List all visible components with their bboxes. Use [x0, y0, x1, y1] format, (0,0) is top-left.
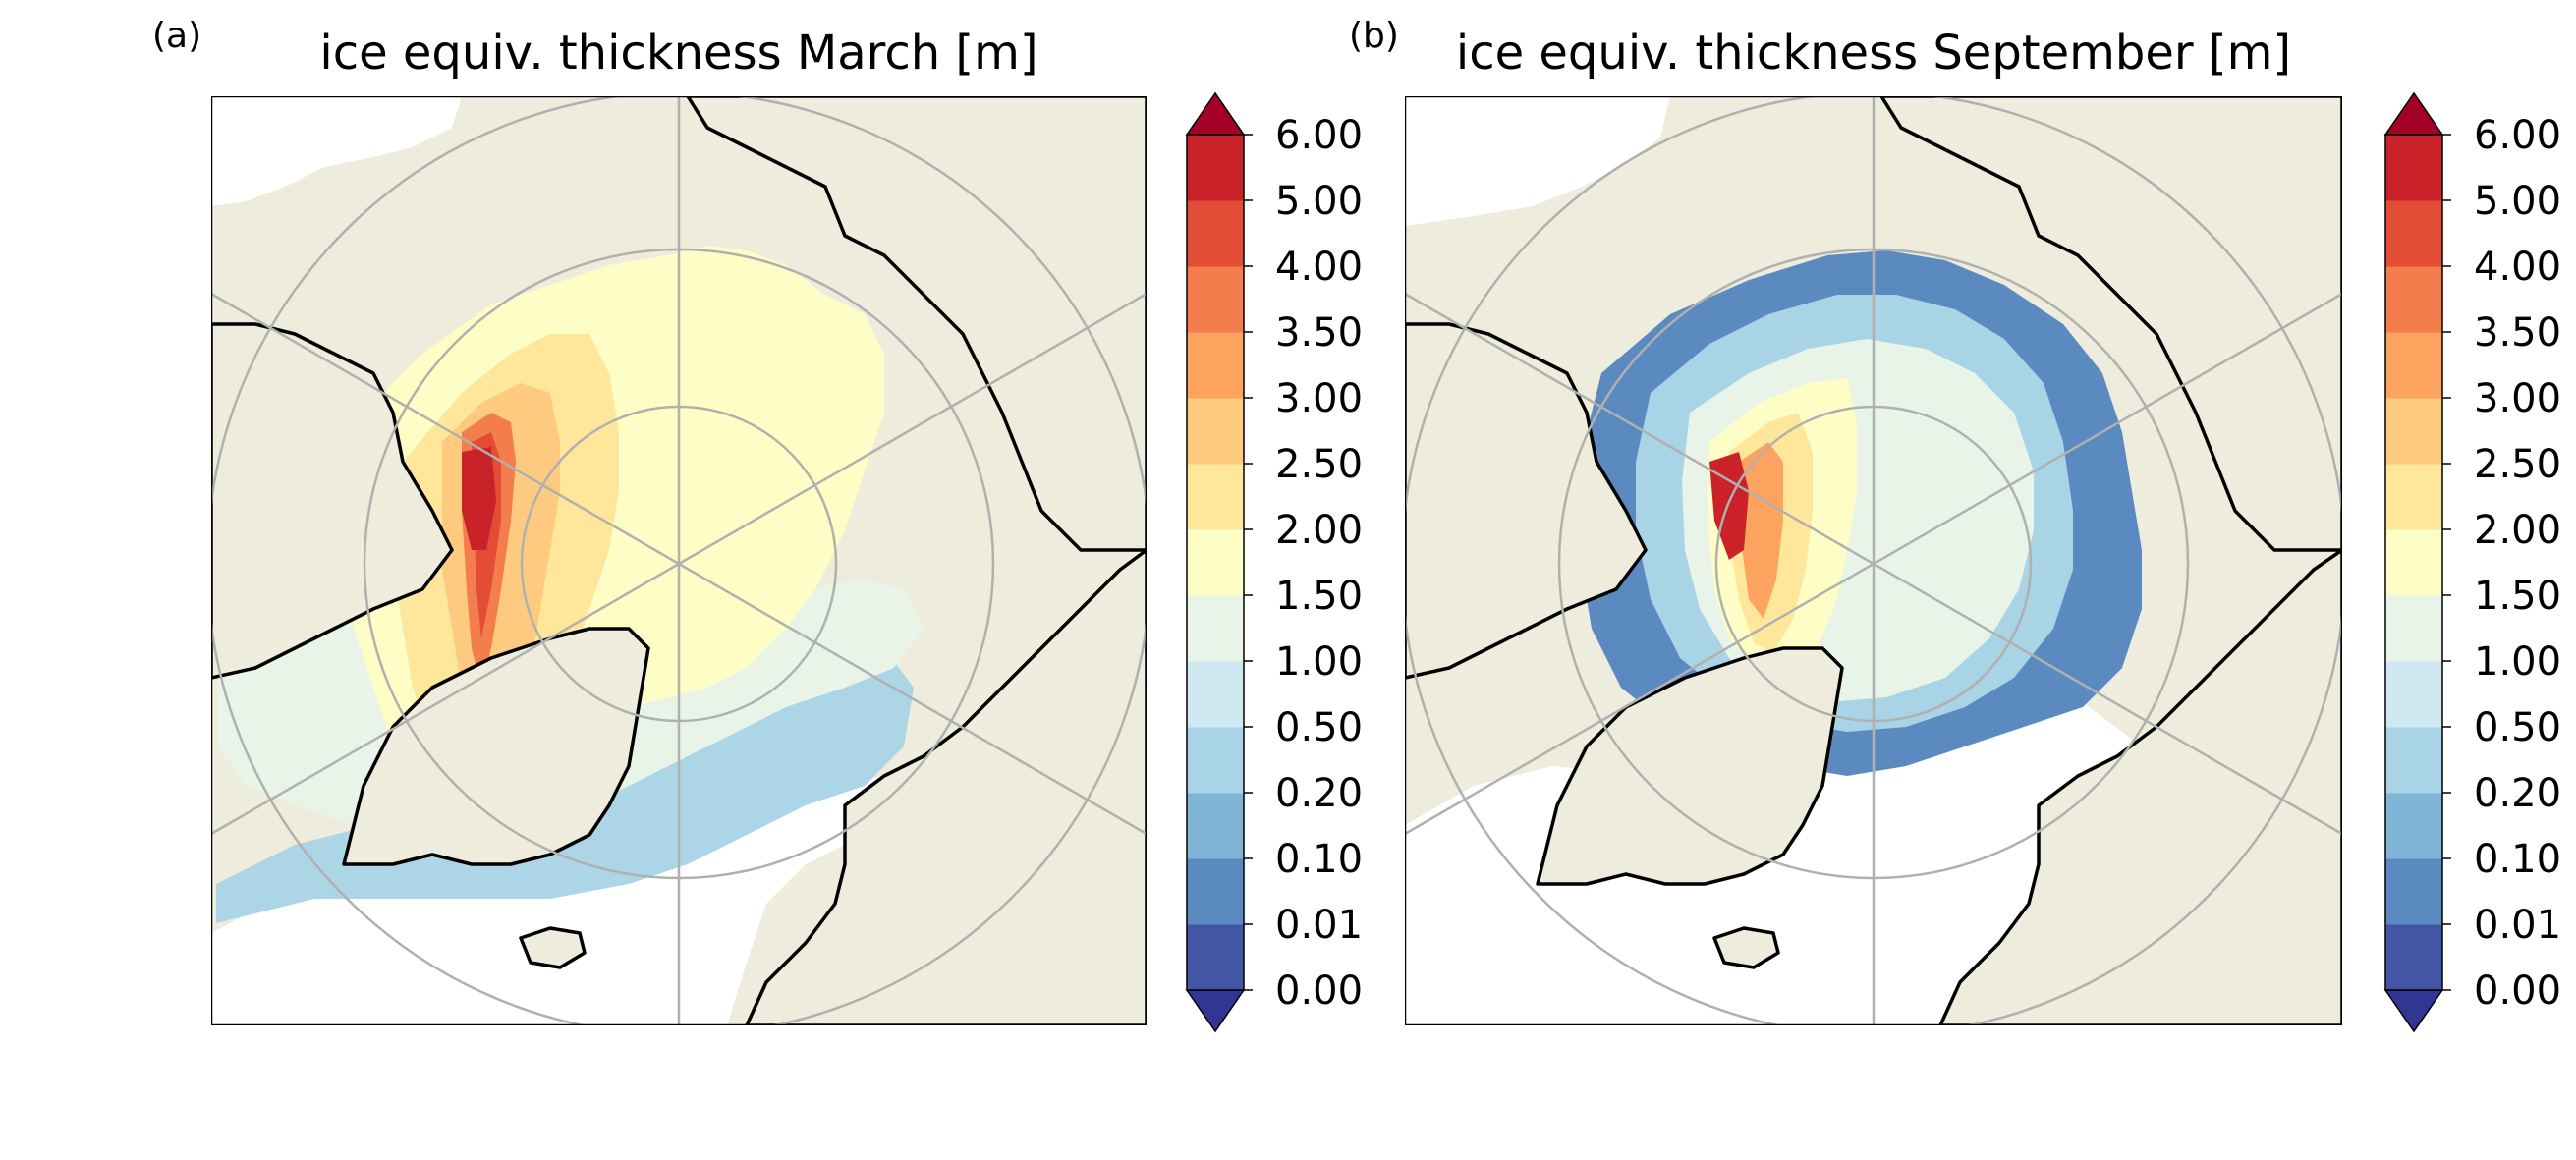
graticule — [1405, 96, 2342, 1025]
colorbar-b-tick-label: 0.50 — [2474, 705, 2561, 750]
colorbar-a-tick-label: 0.10 — [1275, 837, 1363, 882]
colorbar-b-tick-label: 0.20 — [2474, 771, 2561, 816]
colorbar-b-bin — [2385, 661, 2442, 728]
colorbar-a-bin — [1187, 332, 1244, 399]
colorbar-a-tick-label: 2.50 — [1275, 442, 1363, 487]
siberia — [686, 96, 1147, 552]
scandinavia-russia — [745, 548, 1147, 1025]
colorbar-a-bin — [1187, 727, 1244, 794]
colorbar-b-tick-label: 0.00 — [2474, 968, 2561, 1014]
panel-b-label: (b) — [1349, 16, 1399, 56]
colorbar-a-bin — [1187, 464, 1244, 530]
colorbar-b-bin — [2385, 135, 2442, 201]
colorbar-b-bin — [2385, 924, 2442, 991]
colorbar-a-bin — [1187, 793, 1244, 859]
ice-band-5.00 — [462, 447, 496, 550]
colorbar-a-outline — [1186, 134, 1245, 991]
greenland — [342, 627, 650, 866]
colorbar-a-tick-label: 0.00 — [1275, 968, 1363, 1014]
colorbar-b-bin — [2385, 200, 2442, 267]
colorbar-b-extend-over — [2383, 91, 2444, 136]
colorbar-b-tick-label: 0.01 — [2474, 903, 2561, 948]
panel-b-title: ice equiv. thickness September [m] — [1456, 26, 2291, 81]
colorbar-b-outline — [2384, 134, 2443, 991]
colorbar-a-tick-label: 0.50 — [1275, 705, 1363, 750]
panel-b-map — [1405, 96, 2342, 1025]
colorbar-b-bin — [2385, 727, 2442, 794]
colorbar-a-tick-label: 1.00 — [1275, 639, 1363, 685]
colorbar-a-bin — [1187, 595, 1244, 662]
colorbar-a-bin — [1187, 200, 1244, 267]
open-water-pacific — [1405, 96, 1670, 226]
colorbar-b-tick-label: 6.00 — [2474, 113, 2561, 158]
colorbar-a-tick-label: 3.50 — [1275, 310, 1363, 356]
iceland — [1712, 926, 1780, 969]
colorbar-b: 0.00 0.01 0.10 0.20 0.50 1.00 1.50 2.00 2.50 3.00… — [2383, 91, 2561, 1033]
colorbar-b-tick-label: 2.50 — [2474, 442, 2561, 487]
colorbar-b-bin — [2385, 595, 2442, 662]
colorbar-a-tick-label: 0.20 — [1275, 771, 1363, 816]
colorbar-b-bin — [2385, 858, 2442, 925]
colorbar-a-tick-label: 0.01 — [1275, 903, 1363, 948]
panel-a-map — [211, 96, 1147, 1025]
open-water-pacific — [211, 96, 462, 206]
colorbar-b-bin — [2385, 464, 2442, 530]
canadian-archipelago — [211, 322, 454, 680]
colorbar-a: 0.00 0.01 0.10 0.20 0.50 1.00 1.50 2.00 2.50 3.00… — [1185, 91, 1363, 1033]
colorbar-b-tick-label: 1.50 — [2474, 574, 2561, 619]
colorbar-a-tick-label: 4.00 — [1275, 245, 1363, 290]
colorbar-b-bin — [2385, 529, 2442, 596]
ice-band-3.00 — [1739, 442, 1783, 619]
iceland — [519, 926, 587, 969]
colorbar-a-tick-label: 1.50 — [1275, 574, 1363, 619]
scandinavia-russia — [1938, 548, 2342, 1025]
colorbar-b-tick-label: 5.00 — [2474, 179, 2561, 224]
landmasses — [211, 96, 1147, 1025]
colorbar-a-extend-under — [1185, 989, 1246, 1033]
colorbar-b-bin — [2385, 266, 2442, 333]
colorbar-a-bin — [1187, 924, 1244, 991]
colorbar-a-tick-label: 5.00 — [1275, 179, 1363, 224]
colorbar-b-tick-label: 2.00 — [2474, 508, 2561, 553]
colorbar-a-bin — [1187, 398, 1244, 465]
landmasses — [1405, 96, 2342, 1025]
colorbar-b-tick-label: 4.00 — [2474, 245, 2561, 290]
colorbar-a-bin — [1187, 135, 1244, 201]
panel-a-label: (a) — [152, 16, 201, 56]
graticule — [211, 96, 1147, 1025]
colorbar-b-bin — [2385, 332, 2442, 399]
colorbar-a-bin — [1187, 858, 1244, 925]
panel-a-title: ice equiv. thickness March [m] — [319, 26, 1037, 81]
colorbar-b-bin — [2385, 793, 2442, 859]
colorbar-a-tick-label: 6.00 — [1275, 113, 1363, 158]
canadian-archipelago — [1405, 322, 1648, 680]
colorbar-b-tick-label: 3.50 — [2474, 310, 2561, 356]
colorbar-a-extend-over — [1185, 91, 1246, 136]
colorbar-b-tick-label: 3.00 — [2474, 376, 2561, 421]
siberia — [1879, 96, 2342, 552]
colorbar-b-extend-under — [2383, 989, 2444, 1033]
colorbar-a-tick-label: 3.00 — [1275, 376, 1363, 421]
colorbar-a-bin — [1187, 661, 1244, 728]
colorbar-a-bin — [1187, 529, 1244, 596]
colorbar-a-bin — [1187, 266, 1244, 333]
sea-ice-field-september — [1582, 250, 2142, 776]
colorbar-a-tick-label: 2.00 — [1275, 508, 1363, 553]
colorbar-b-tick-label: 1.00 — [2474, 639, 2561, 685]
colorbar-b-tick-label: 0.10 — [2474, 837, 2561, 882]
colorbar-b-bin — [2385, 398, 2442, 465]
